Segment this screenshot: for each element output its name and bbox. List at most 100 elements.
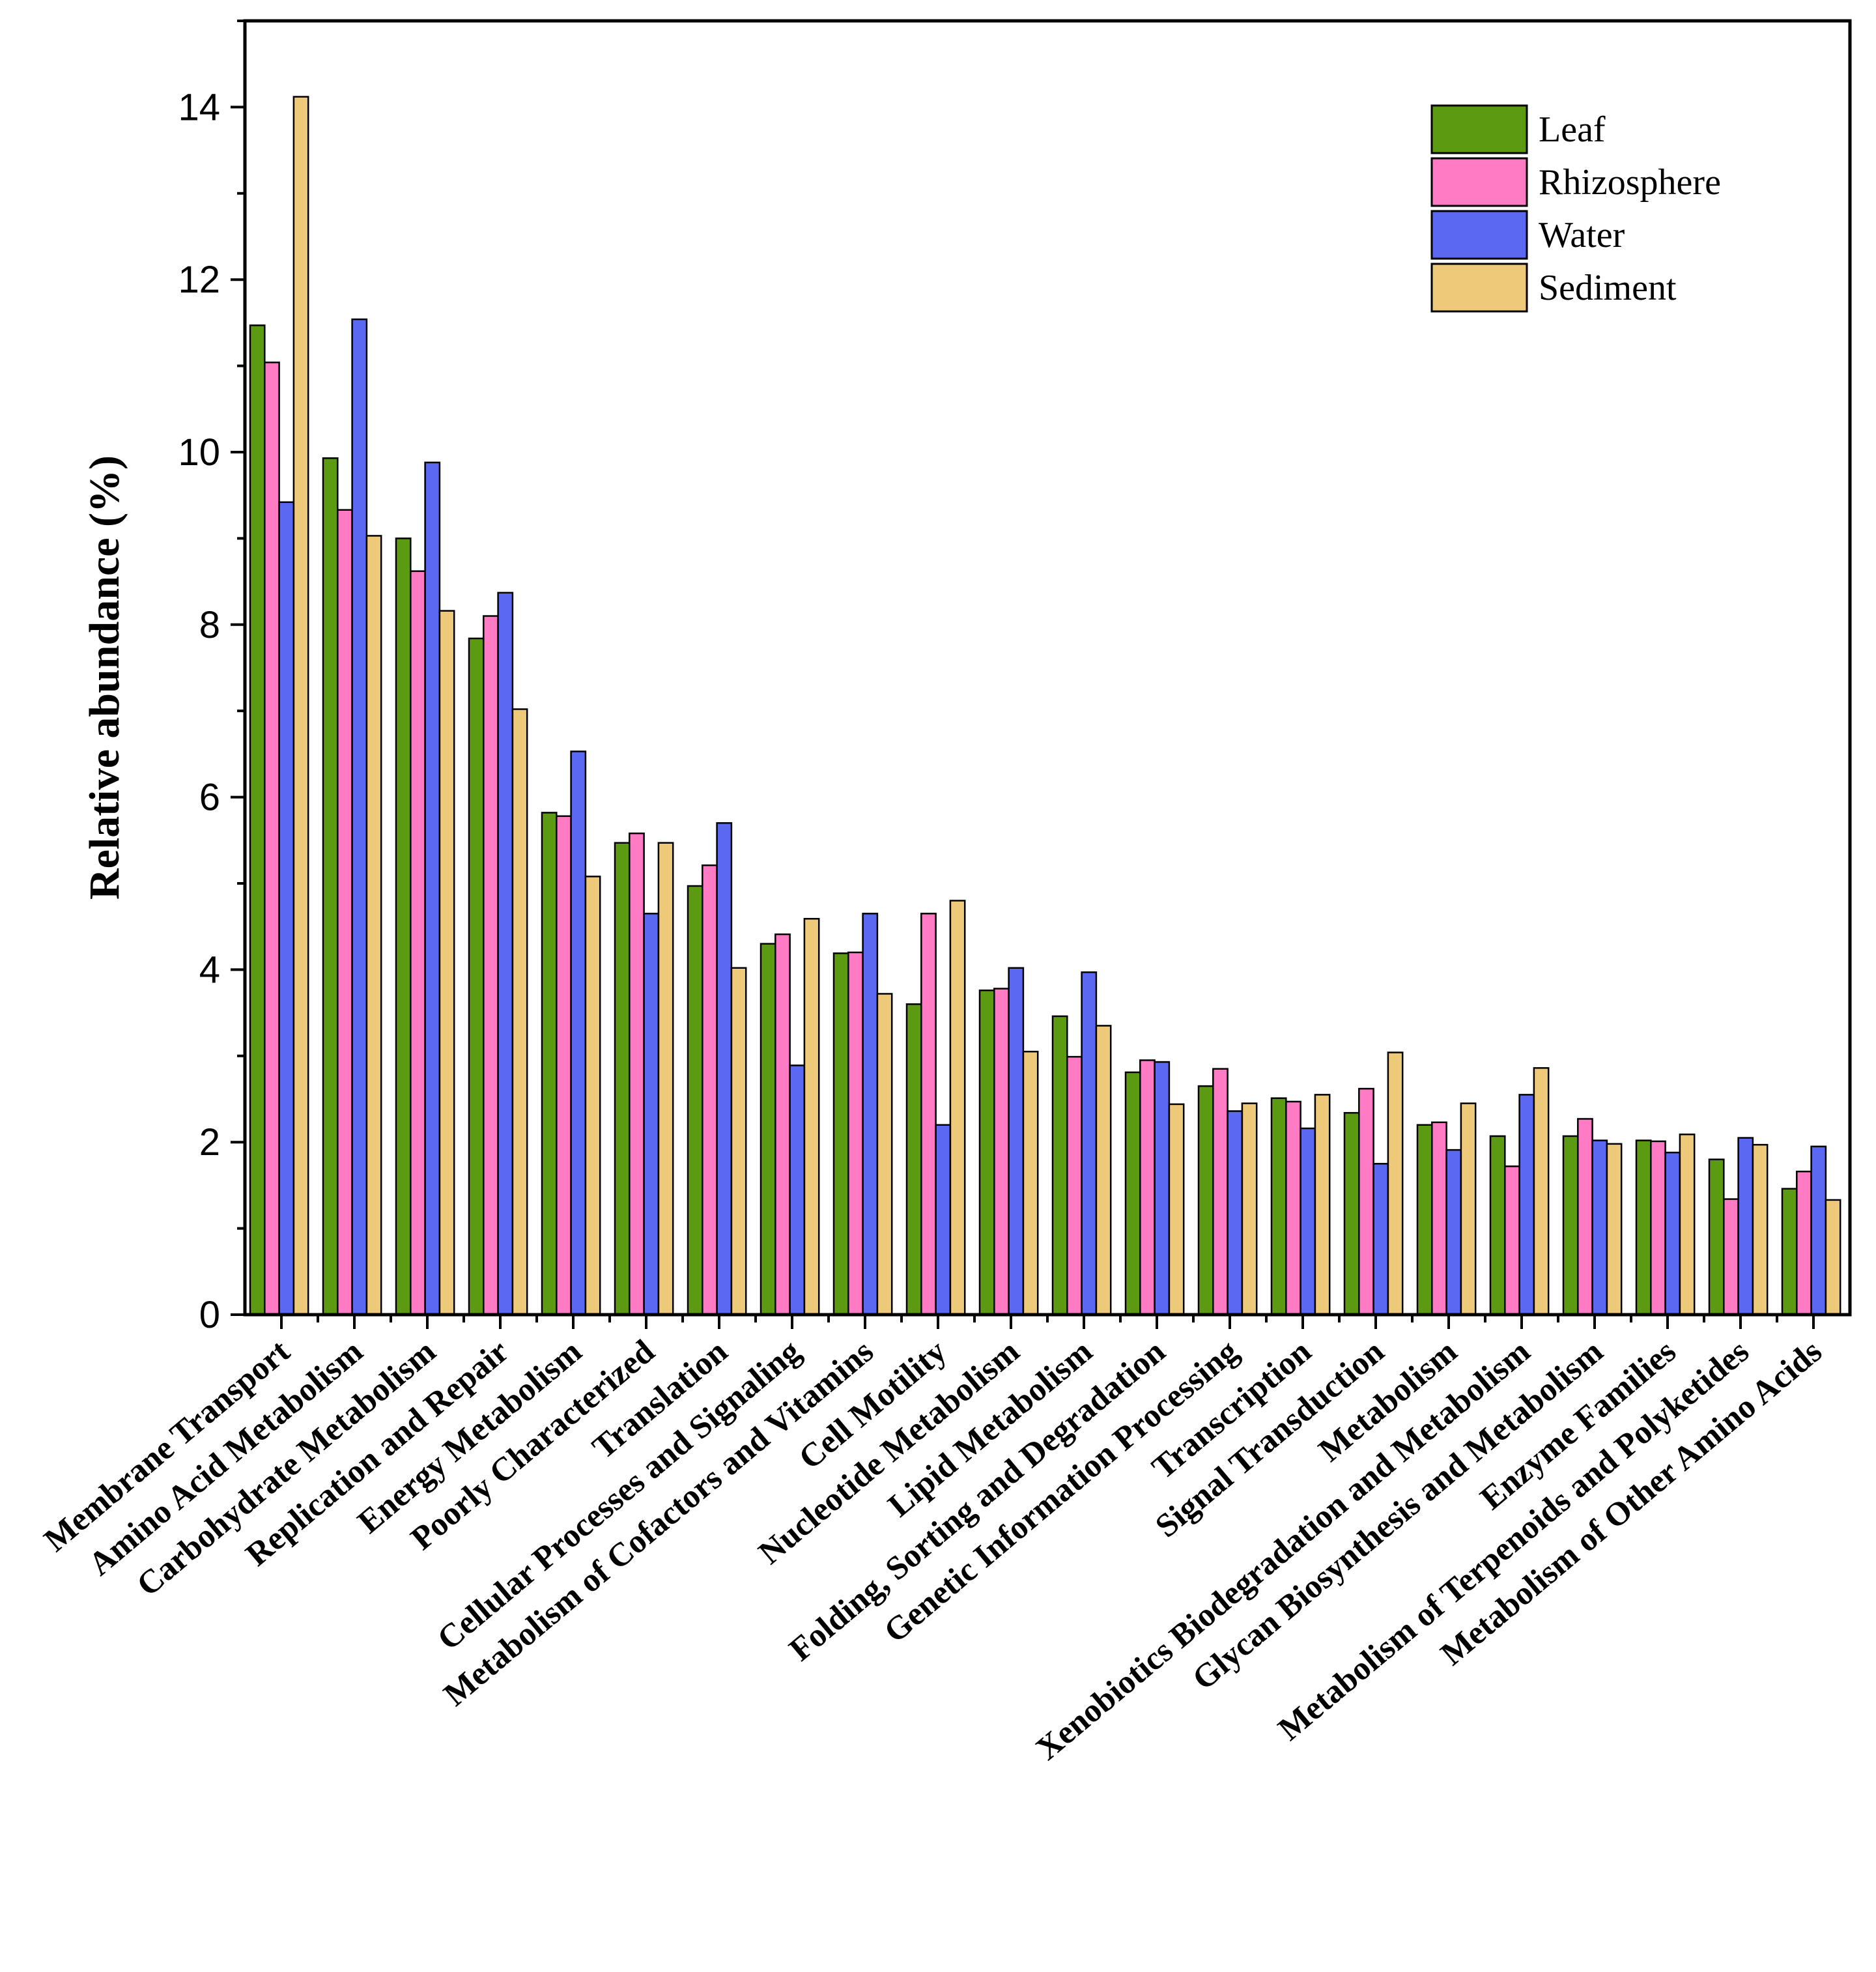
bar-water-nucleotide-metabolism — [1008, 967, 1025, 1316]
y-tick-label: 8 — [199, 604, 220, 646]
bar-rhizosphere-signal-transduction — [1358, 1087, 1374, 1316]
bar-sediment-metabolism-of-terpenoids-and-polyketides — [1752, 1143, 1769, 1316]
bar-leaf-translation — [687, 885, 704, 1316]
bar-leaf-signal-transduction — [1343, 1111, 1360, 1316]
bar-sediment-translation — [730, 967, 747, 1316]
legend-swatch-leaf — [1430, 104, 1528, 154]
y-tick-label: 2 — [199, 1121, 220, 1164]
bar-water-lipid-metabolism — [1081, 971, 1098, 1316]
bar-leaf-nucleotide-metabolism — [978, 989, 995, 1316]
bar-rhizosphere-xenobiotics-biodegradation-and-metabolism — [1504, 1165, 1520, 1316]
bar-leaf-carbohydrate-metabolism — [395, 537, 412, 1316]
bar-sediment-genetic-information-processing — [1241, 1102, 1258, 1316]
bar-sediment-folding-sorting-and-degradation — [1168, 1103, 1185, 1316]
bar-sediment-metabolism-of-other-amino-acids — [1825, 1199, 1841, 1316]
bar-rhizosphere-nucleotide-metabolism — [993, 988, 1010, 1316]
bar-sediment-replication-and-repair — [511, 708, 528, 1316]
bar-water-transcription — [1300, 1127, 1316, 1316]
bar-rhizosphere-transcription — [1285, 1100, 1301, 1316]
bar-sediment-energy-metabolism — [584, 876, 601, 1316]
bar-water-glycan-biosynthesis-and-metabolism — [1591, 1139, 1608, 1316]
x-tick-label: Carbohydrate Metabolism — [130, 1333, 443, 1603]
y-tick-label: 10 — [178, 431, 220, 474]
legend-label-water: Water — [1539, 215, 1625, 255]
bar-water-energy-metabolism — [570, 750, 587, 1316]
bar-water-enzyme-families — [1664, 1151, 1681, 1316]
y-tick-label: 6 — [199, 777, 220, 819]
bar-leaf-xenobiotics-biodegradation-and-metabolism — [1489, 1135, 1506, 1316]
bar-leaf-membrane-transport — [249, 324, 266, 1316]
bar-sediment-lipid-metabolism — [1095, 1025, 1112, 1316]
bar-leaf-genetic-information-processing — [1197, 1085, 1214, 1316]
bar-rhizosphere-enzyme-families — [1650, 1140, 1666, 1316]
legend-label-rhizosphere: Rhizosphere — [1539, 162, 1721, 203]
legend-label-sediment: Sediment — [1539, 268, 1677, 308]
bar-rhizosphere-metabolism — [1431, 1121, 1447, 1316]
bar-rhizosphere-metabolism-of-other-amino-acids — [1796, 1170, 1812, 1316]
legend-label-leaf: Leaf — [1539, 109, 1606, 150]
bar-sediment-transcription — [1314, 1094, 1331, 1316]
bar-rhizosphere-cell-motility — [920, 913, 937, 1316]
bar-water-metabolism — [1445, 1149, 1462, 1316]
bar-sediment-xenobiotics-biodegradation-and-metabolism — [1533, 1067, 1550, 1316]
bar-rhizosphere-membrane-transport — [264, 362, 280, 1316]
bar-water-folding-sorting-and-degradation — [1154, 1061, 1171, 1316]
bar-water-metabolism-of-cofactors-and-vitamins — [862, 913, 879, 1316]
bar-water-poorly-characterized — [643, 913, 660, 1316]
bar-water-signal-transduction — [1372, 1163, 1389, 1316]
bar-rhizosphere-energy-metabolism — [556, 815, 572, 1316]
bar-water-cell-motility — [935, 1124, 952, 1316]
bar-water-cellular-processes-and-signaling — [789, 1065, 806, 1316]
bar-sediment-metabolism — [1460, 1102, 1477, 1316]
legend-swatch-rhizosphere — [1430, 157, 1528, 207]
bar-rhizosphere-folding-sorting-and-degradation — [1139, 1059, 1156, 1316]
bar-rhizosphere-genetic-information-processing — [1212, 1068, 1229, 1316]
bar-sediment-nucleotide-metabolism — [1022, 1050, 1039, 1316]
bar-leaf-metabolism-of-terpenoids-and-polyketides — [1708, 1158, 1725, 1316]
bar-leaf-poorly-characterized — [614, 842, 631, 1316]
y-tick-label: 14 — [178, 86, 220, 128]
bar-leaf-glycan-biosynthesis-and-metabolism — [1562, 1135, 1579, 1316]
bar-sediment-signal-transduction — [1387, 1051, 1404, 1316]
bar-leaf-cellular-processes-and-signaling — [760, 943, 776, 1316]
bar-water-xenobiotics-biodegradation-and-metabolism — [1518, 1094, 1535, 1316]
bar-sediment-amino-acid-metabolism — [365, 535, 382, 1316]
bar-rhizosphere-carbohydrate-metabolism — [410, 570, 426, 1316]
bar-sediment-glycan-biosynthesis-and-metabolism — [1606, 1143, 1623, 1316]
y-axis-title: Relative abundance (%) — [81, 455, 128, 900]
bar-leaf-metabolism-of-cofactors-and-vitamins — [832, 952, 849, 1316]
bar-sediment-membrane-transport — [292, 96, 309, 1316]
bar-rhizosphere-metabolism-of-terpenoids-and-polyketides — [1723, 1198, 1739, 1316]
bar-water-replication-and-repair — [497, 592, 514, 1316]
bar-leaf-cell-motility — [905, 1003, 922, 1316]
bar-leaf-metabolism — [1416, 1124, 1433, 1316]
y-tick-label: 12 — [178, 259, 220, 301]
bar-sediment-poorly-characterized — [657, 842, 674, 1316]
bar-leaf-enzyme-families — [1635, 1139, 1652, 1316]
bar-sediment-cellular-processes-and-signaling — [803, 918, 820, 1316]
bar-sediment-metabolism-of-cofactors-and-vitamins — [876, 993, 893, 1316]
bar-rhizosphere-poorly-characterized — [629, 832, 645, 1316]
bar-leaf-energy-metabolism — [541, 812, 558, 1316]
bar-leaf-metabolism-of-other-amino-acids — [1781, 1188, 1798, 1316]
bar-sediment-enzyme-families — [1679, 1134, 1696, 1316]
bar-water-metabolism-of-other-amino-acids — [1810, 1145, 1827, 1316]
bar-sediment-cell-motility — [949, 900, 966, 1316]
bar-leaf-transcription — [1270, 1097, 1287, 1316]
y-tick-label: 4 — [199, 949, 220, 991]
legend-swatch-sediment — [1430, 263, 1528, 313]
bar-rhizosphere-amino-acid-metabolism — [337, 509, 353, 1316]
legend-swatch-water — [1430, 210, 1528, 260]
bar-leaf-folding-sorting-and-degradation — [1124, 1071, 1141, 1316]
bar-leaf-amino-acid-metabolism — [322, 457, 339, 1316]
bar-rhizosphere-lipid-metabolism — [1066, 1055, 1083, 1316]
bar-water-metabolism-of-terpenoids-and-polyketides — [1737, 1137, 1754, 1316]
bar-water-amino-acid-metabolism — [351, 318, 368, 1316]
bar-sediment-carbohydrate-metabolism — [438, 610, 455, 1316]
legend: Leaf Rhizosphere Water Sediment — [1430, 104, 1721, 313]
y-tick-label: 0 — [199, 1294, 220, 1336]
bar-water-translation — [716, 822, 733, 1316]
bar-rhizosphere-cellular-processes-and-signaling — [775, 933, 791, 1316]
